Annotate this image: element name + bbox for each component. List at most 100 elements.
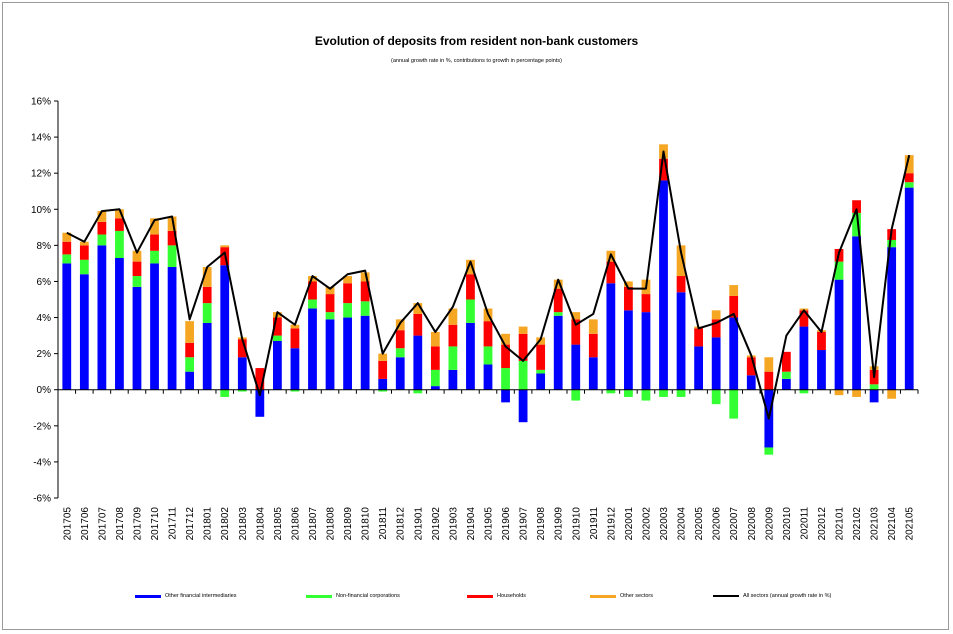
x-tick-label: 201908 [536,507,547,541]
bar-segment [904,187,914,390]
x-tick-label: 201906 [501,507,512,541]
bar-segment [729,295,739,318]
x-tick-label: 202102 [852,507,863,541]
bar-segment [115,257,124,390]
legend-label-all-sectors: All sectors (annual growth rate in %) [743,593,832,599]
x-tick-label: 201807 [308,507,319,541]
bar-segment [483,364,493,390]
bar-segment [781,351,791,372]
bar-segment [62,232,72,242]
legend-item-households: Households [467,593,526,599]
y-tick-label: 2% [37,349,52,360]
legend-item-other-sectors: Other sectors [590,593,653,599]
bar-segment [518,360,528,390]
x-tick-label: 201803 [238,507,249,541]
bar-segment [185,371,195,390]
legend-label-ofi: Other financial intermediaries [165,593,237,599]
y-tick-label: -4% [33,457,51,468]
bar-segment [185,342,195,358]
bar-segment [466,259,475,275]
bar-segment [641,294,651,313]
bar-segment [378,360,388,379]
x-tick-label: 202012 [817,507,828,541]
bar-segment [852,389,861,397]
bar-segment [729,389,739,419]
bar-segment [536,373,546,390]
bar-segment [97,234,107,246]
bar-segment [413,335,423,390]
bar-segment [430,331,440,347]
bar-segment [729,285,739,296]
bar-segment [518,389,528,423]
bar-segment [115,218,124,231]
bar-segment [448,324,458,347]
x-tick-label: 201912 [606,507,617,541]
bar-segment [97,221,107,235]
bar-segment [430,346,440,370]
y-tick-label: 10% [31,205,51,216]
bar-segment [79,274,89,390]
bar-segment [343,283,352,304]
bar-segment [676,276,686,293]
bar-segment [343,276,352,284]
bar-segment [220,389,230,397]
x-tick-label: 202006 [712,507,723,541]
x-tick-label: 201909 [554,507,565,541]
legend-swatch-other-sectors [590,594,616,598]
bar-segment [904,155,914,174]
bar-segment [641,312,651,390]
y-tick-label: 6% [37,277,52,288]
bar-segment [150,218,159,235]
bar-segment [360,301,370,316]
bar-segment [273,317,282,336]
bar-segment [220,265,230,390]
bar-segment [501,344,510,369]
bar-segment [255,389,265,417]
bar-segment [325,312,335,320]
bar-segment [150,234,159,251]
bar-segment [869,384,879,390]
bar-segment [904,182,914,188]
x-tick-label: 201705 [62,507,73,541]
bar-segment [817,331,826,351]
bar-segment [553,315,563,390]
bar-segment [729,317,739,390]
bar-segment [518,333,528,361]
bar-segment [518,326,528,334]
bar-segment [536,337,546,345]
bar-segment [694,328,703,347]
bar-segment [132,261,142,277]
x-tick-label: 202007 [729,507,740,541]
bar-segment [588,319,598,334]
legend-label-other-sectors: Other sectors [620,593,654,599]
x-tick-label: 202009 [764,507,775,541]
x-tick-label: 201709 [132,507,143,541]
bar-segment [624,286,633,311]
bar-segment [448,308,458,325]
bar-segment [448,369,458,390]
bar-segment [676,245,686,277]
x-tick-label: 201708 [115,507,126,541]
x-tick-label: 201706 [80,507,91,541]
bar-segment [79,245,89,260]
bar-segment [553,312,563,316]
chart-subtitle: (annual growth rate in %, contributions … [391,58,562,64]
bar-segment [237,389,247,392]
x-tick-label: 201707 [97,507,108,541]
bar-segment [378,378,388,390]
x-tick-label: 202004 [677,507,688,541]
x-tick-label: 201802 [220,507,231,541]
x-tick-label: 201911 [589,507,600,540]
bar-segment [887,389,897,399]
bar-segment [255,368,265,390]
legend-label-nfc: Non-financial corporations [336,593,400,599]
bar-segment [606,261,616,284]
bar-segment [150,263,159,390]
bar-segment [395,357,405,390]
bar-segment [185,357,195,372]
bar-segment [115,230,124,258]
bar-segment [571,312,581,320]
bar-segment [360,315,370,390]
bar-segment [167,216,177,231]
bar-segment [97,245,107,390]
